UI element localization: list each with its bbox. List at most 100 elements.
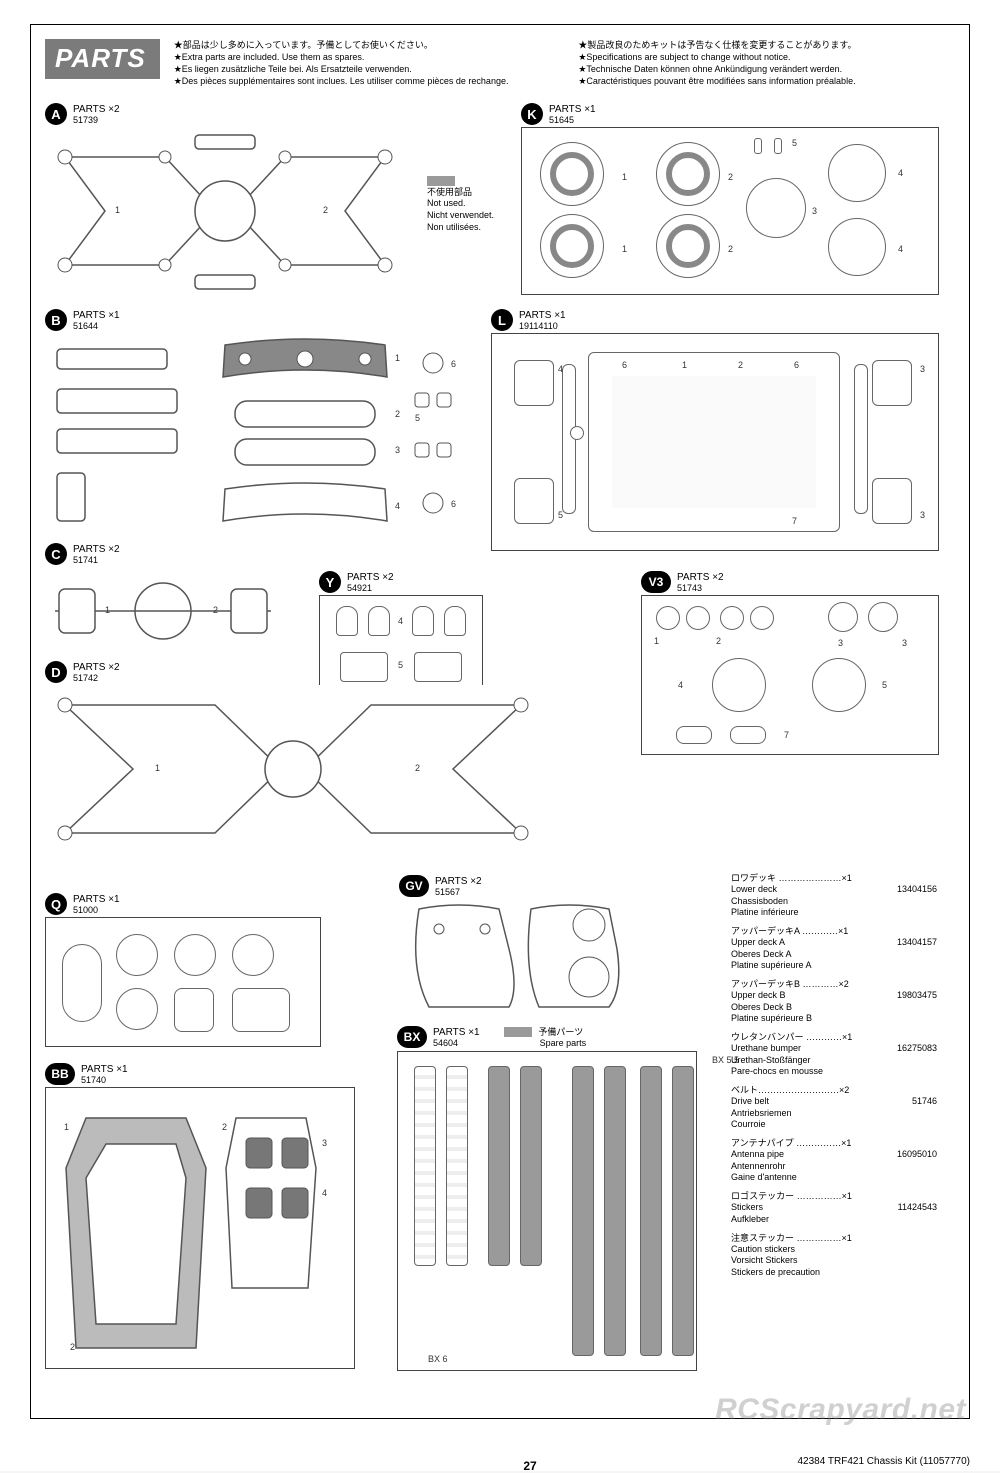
part-num: 1: [682, 360, 687, 370]
part-num: 2: [728, 244, 733, 254]
clip-icon: [368, 606, 390, 636]
gv-outline-icon: [399, 899, 637, 1017]
item-jp: 注意ステッカー ……………×1: [731, 1233, 852, 1243]
item-en: Antenna pipe: [731, 1149, 784, 1159]
strip-long-icon: [572, 1066, 594, 1356]
item-jp: アッパーデッキB …………×2: [731, 979, 849, 989]
part-num: 2: [728, 172, 733, 182]
arm-outline-icon: [45, 127, 405, 295]
section-q: Q PARTS ×1 51000: [45, 893, 321, 1047]
section-label: PARTS ×2: [435, 876, 482, 887]
item-fr: Gaine d'antenne: [731, 1172, 797, 1182]
gear-icon: [712, 658, 766, 712]
horn-icon: [62, 944, 102, 1022]
item-en: Lower deck: [731, 884, 777, 894]
section-label: PARTS ×1: [519, 310, 566, 321]
part-num: 6: [622, 360, 627, 370]
note-line: ★Technische Daten können ohne Ankündigun…: [578, 63, 955, 75]
header-notes: ★部品は少し多めに入っています。予備としてお使いください。 ★Extra par…: [174, 39, 955, 88]
part-num: 2: [738, 360, 743, 370]
pin-icon: [754, 138, 762, 154]
section-label: PARTS ×1: [549, 104, 596, 115]
part-num: 1: [622, 244, 627, 254]
item-de: Antennenrohr: [731, 1161, 786, 1171]
list-item: ロゴステッカー ……………×1 Stickers11424543 Aufkleb…: [731, 1191, 937, 1225]
section-label: PARTS ×2: [677, 572, 724, 583]
part-num: 4: [678, 680, 683, 690]
list-item: ロワデッキ …………………×1 Lower deck13404156 Chass…: [731, 873, 937, 918]
section-code: 51645: [549, 115, 596, 125]
item-jp: ウレタンバンパー …………×1: [731, 1032, 852, 1042]
part-num: 4: [558, 364, 563, 374]
item-en: Drive belt: [731, 1096, 769, 1106]
item-de: Antriebsriemen: [731, 1108, 792, 1118]
disc-icon: [116, 934, 158, 976]
strip-icon: [446, 1066, 468, 1266]
part-num: 5: [792, 138, 797, 148]
horn-icon: [174, 988, 214, 1032]
part-num: 3: [920, 364, 925, 374]
part-num: 3: [920, 510, 925, 520]
item-code: 16095010: [897, 1149, 937, 1160]
part-num: 4: [322, 1188, 327, 1198]
hex-ring-icon: [828, 144, 886, 202]
letter-bb-icon: BB: [45, 1063, 75, 1085]
ball-end-icon: [676, 726, 712, 744]
strip-spare-icon: [520, 1066, 542, 1266]
letter-d-icon: D: [45, 661, 67, 683]
disc-icon: [116, 988, 158, 1030]
list-item: アッパーデッキA …………×1 Upper deck A13404157 Obe…: [731, 926, 937, 971]
letter-y-icon: Y: [319, 571, 341, 593]
item-jp: アンテナパイプ ……………×1: [731, 1138, 851, 1148]
note-line: ★Specifications are subject to change wi…: [578, 51, 955, 63]
section-code: 51739: [73, 115, 120, 125]
hub-outline-icon: [45, 567, 281, 655]
swatch-icon: [504, 1027, 532, 1037]
cap-icon: [686, 606, 710, 630]
not-used-jp: 不使用部品: [427, 187, 472, 197]
spare-jp: 予備パーツ: [538, 1027, 583, 1037]
section-code: 51567: [435, 887, 482, 897]
item-fr: Platine inférieure: [731, 907, 799, 917]
part-num: 1: [155, 763, 160, 773]
list-item: アンテナパイプ ……………×1 Antenna pipe 16095010 Ant…: [731, 1138, 937, 1183]
item-en: Stickers: [731, 1202, 763, 1212]
lower-arm-icon: [45, 685, 541, 853]
block-icon: [514, 478, 554, 524]
strip-long-icon: [640, 1066, 662, 1356]
section-code: 51644: [73, 321, 120, 331]
part-num: 1: [395, 353, 400, 363]
note-line: ★部品は少し多めに入っています。予備としてお使いください。: [174, 39, 551, 51]
part-num: 5: [882, 680, 887, 690]
cap-icon: [720, 606, 744, 630]
part-num: 1: [105, 605, 110, 615]
section-label: PARTS ×2: [73, 544, 120, 555]
part-num: 1: [115, 205, 120, 215]
item-fr: Platine supérieure B: [731, 1013, 812, 1023]
part-num: 2: [395, 409, 400, 419]
section-code: 51742: [73, 673, 120, 683]
not-used-en: Not used.: [427, 198, 466, 208]
spare-en: Spare parts: [540, 1038, 587, 1048]
part-num: 3: [322, 1138, 327, 1148]
pin-icon: [774, 138, 782, 154]
not-used-legend: 不使用部品 Not used. Nicht verwendet. Non uti…: [427, 175, 494, 233]
sprue-q: [45, 917, 321, 1047]
strip-long-icon: [604, 1066, 626, 1356]
part-num: 3: [902, 638, 907, 648]
part-num: 5: [558, 510, 563, 520]
section-code: 51000: [73, 905, 120, 915]
disc-icon: [746, 178, 806, 238]
section-code: 19114110: [519, 321, 566, 331]
section-label: PARTS ×1: [73, 894, 120, 905]
part-num: 1: [622, 172, 627, 182]
section-c: C PARTS ×2 51741 1 2: [45, 543, 281, 655]
disc-icon: [232, 934, 274, 976]
title-badge: PARTS: [45, 39, 160, 79]
letter-c-icon: C: [45, 543, 67, 565]
ball-end-icon: [730, 726, 766, 744]
item-code: 19803475: [897, 990, 937, 1001]
note-line: ★Extra parts are included. Use them as s…: [174, 51, 551, 63]
part-num: 2: [70, 1342, 75, 1352]
header-notes-left: ★部品は少し多めに入っています。予備としてお使いください。 ★Extra par…: [174, 39, 551, 88]
